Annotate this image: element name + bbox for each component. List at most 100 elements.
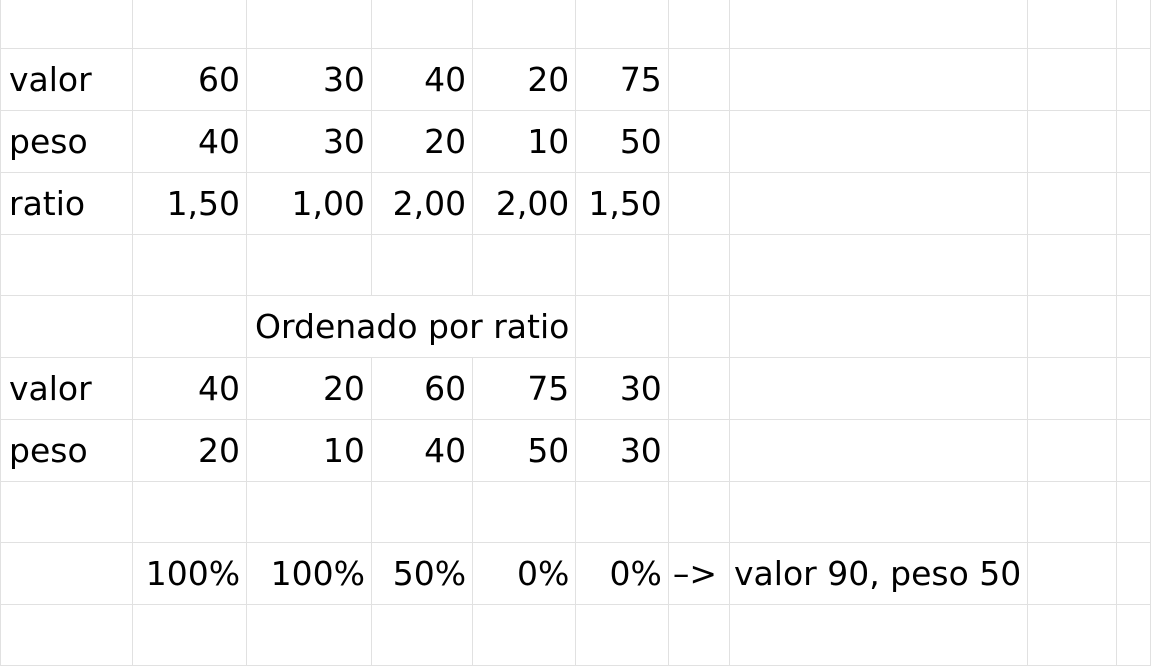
- cell-E3[interactable]: 10: [472, 110, 577, 173]
- cell-I5[interactable]: [1027, 234, 1117, 296]
- cell-G8[interactable]: [667, 419, 731, 482]
- cell-D1[interactable]: [370, 0, 474, 49]
- cell-I11[interactable]: [1027, 604, 1117, 666]
- cell-A8[interactable]: peso: [0, 419, 134, 482]
- cell-E11[interactable]: [472, 604, 577, 666]
- cell-C10[interactable]: 100%: [246, 542, 372, 605]
- cell-C1[interactable]: [246, 0, 372, 49]
- cell-B1[interactable]: [132, 0, 248, 49]
- cell-I6[interactable]: [1027, 295, 1117, 358]
- cell-H8[interactable]: [729, 419, 1029, 482]
- cell-H10[interactable]: valor 90, peso 50: [729, 542, 1029, 605]
- cell-G2[interactable]: [667, 48, 731, 111]
- cell-J7[interactable]: [1115, 357, 1151, 420]
- cell-H2[interactable]: [729, 48, 1029, 111]
- cell-H3[interactable]: [729, 110, 1029, 173]
- cell-A3[interactable]: peso: [0, 110, 134, 173]
- cell-H7[interactable]: [729, 357, 1029, 420]
- cell-J2[interactable]: [1115, 48, 1151, 111]
- cell-F5[interactable]: [575, 234, 669, 296]
- cell-E7[interactable]: 75: [472, 357, 577, 420]
- cell-A7[interactable]: valor: [0, 357, 134, 420]
- cell-E10[interactable]: 0%: [472, 542, 577, 605]
- cell-A2[interactable]: valor: [0, 48, 134, 111]
- cell-H4[interactable]: [729, 172, 1029, 235]
- cell-I3[interactable]: [1027, 110, 1117, 173]
- cell-H6[interactable]: [729, 295, 1029, 358]
- cell-E4[interactable]: 2,00: [472, 172, 577, 235]
- cell-D7[interactable]: 60: [370, 357, 474, 420]
- cell-D8[interactable]: 40: [370, 419, 474, 482]
- cell-A4[interactable]: ratio: [0, 172, 134, 235]
- cell-C2[interactable]: 30: [246, 48, 372, 111]
- cell-J9[interactable]: [1115, 481, 1151, 543]
- cell-D9[interactable]: [370, 481, 474, 543]
- cell-C3[interactable]: 30: [246, 110, 372, 173]
- cell-J4[interactable]: [1115, 172, 1151, 235]
- cell-E8[interactable]: 50: [472, 419, 577, 482]
- cell-I8[interactable]: [1027, 419, 1117, 482]
- cell-E5[interactable]: [472, 234, 577, 296]
- cell-J5[interactable]: [1115, 234, 1151, 296]
- cell-A10[interactable]: [0, 542, 134, 605]
- cell-G6[interactable]: [667, 295, 731, 358]
- cell-E9[interactable]: [472, 481, 577, 543]
- cell-B4[interactable]: 1,50: [132, 172, 248, 235]
- cell-F3[interactable]: 50: [575, 110, 669, 173]
- cell-I2[interactable]: [1027, 48, 1117, 111]
- cell-B11[interactable]: [132, 604, 248, 666]
- cell-B2[interactable]: 60: [132, 48, 248, 111]
- cell-E1[interactable]: [472, 0, 577, 49]
- cell-G3[interactable]: [667, 110, 731, 173]
- cell-J10[interactable]: [1115, 542, 1151, 605]
- cell-F8[interactable]: 30: [575, 419, 669, 482]
- cell-C4[interactable]: 1,00: [246, 172, 372, 235]
- cell-G10[interactable]: –>: [667, 542, 731, 605]
- cell-J3[interactable]: [1115, 110, 1151, 173]
- cell-A5[interactable]: [0, 234, 134, 296]
- cell-G11[interactable]: [667, 604, 731, 666]
- cell-F9[interactable]: [575, 481, 669, 543]
- cell-B5[interactable]: [132, 234, 248, 296]
- cell-F10[interactable]: 0%: [575, 542, 669, 605]
- cell-A6[interactable]: [0, 295, 134, 358]
- cell-F2[interactable]: 75: [575, 48, 669, 111]
- cell-G4[interactable]: [667, 172, 731, 235]
- cell-B7[interactable]: 40: [132, 357, 248, 420]
- cell-B10[interactable]: 100%: [132, 542, 248, 605]
- cell-J6[interactable]: [1115, 295, 1151, 358]
- cell-C5[interactable]: [246, 234, 372, 296]
- cell-G1[interactable]: [667, 0, 731, 49]
- cell-I4[interactable]: [1027, 172, 1117, 235]
- cell-H9[interactable]: [729, 481, 1029, 543]
- cell-D3[interactable]: 20: [370, 110, 474, 173]
- cell-I1[interactable]: [1027, 0, 1117, 49]
- cell-C7[interactable]: 20: [246, 357, 372, 420]
- cell-D4[interactable]: 2,00: [370, 172, 474, 235]
- cell-B3[interactable]: 40: [132, 110, 248, 173]
- cell-C9[interactable]: [246, 481, 372, 543]
- cell-G7[interactable]: [667, 357, 731, 420]
- cell-C6[interactable]: Ordenado por ratio: [246, 295, 577, 358]
- cell-I10[interactable]: [1027, 542, 1117, 605]
- cell-F4[interactable]: 1,50: [575, 172, 669, 235]
- cell-D10[interactable]: 50%: [370, 542, 474, 605]
- cell-G5[interactable]: [667, 234, 731, 296]
- cell-D5[interactable]: [370, 234, 474, 296]
- cell-H11[interactable]: [729, 604, 1029, 666]
- cell-J11[interactable]: [1115, 604, 1151, 666]
- cell-F7[interactable]: 30: [575, 357, 669, 420]
- cell-B8[interactable]: 20: [132, 419, 248, 482]
- cell-I7[interactable]: [1027, 357, 1117, 420]
- cell-I9[interactable]: [1027, 481, 1117, 543]
- cell-A1[interactable]: [0, 0, 134, 49]
- cell-J8[interactable]: [1115, 419, 1151, 482]
- cell-A11[interactable]: [0, 604, 134, 666]
- cell-F6[interactable]: [575, 295, 669, 358]
- cell-B9[interactable]: [132, 481, 248, 543]
- cell-D11[interactable]: [370, 604, 474, 666]
- cell-H1[interactable]: [729, 0, 1029, 49]
- cell-A9[interactable]: [0, 481, 134, 543]
- cell-B6[interactable]: [132, 295, 248, 358]
- cell-G9[interactable]: [667, 481, 731, 543]
